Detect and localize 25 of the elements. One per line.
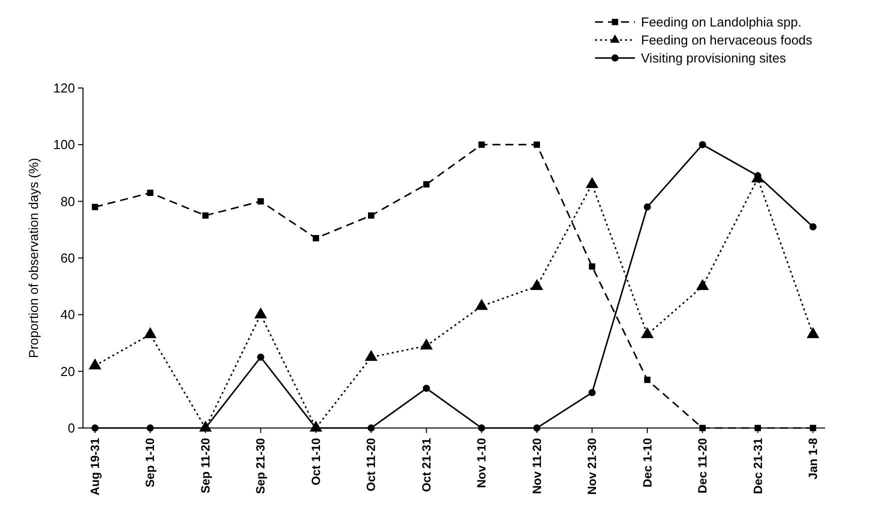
legend-label: Feeding on hervaceous foods	[641, 32, 813, 48]
legend-label: Visiting provisioning sites	[641, 50, 786, 66]
y-tick-label: 20	[60, 364, 75, 379]
x-tick-label: Dec 1-10	[640, 438, 654, 488]
y-tick-label: 100	[53, 137, 75, 152]
x-tick-label: Oct 11-20	[364, 438, 378, 492]
x-tick-label: Dec 11-20	[696, 438, 710, 494]
y-tick-label: 60	[60, 250, 75, 266]
x-tick-label: Sep 11-20	[198, 438, 212, 494]
x-tick-label: Jan 1-8	[806, 438, 820, 480]
y-tick-label: 120	[53, 80, 75, 96]
x-tick-label: Sep 21-30	[254, 438, 268, 494]
x-tick-label: Oct 1-10	[308, 438, 323, 486]
x-tick-label: Nov 21-30	[585, 438, 600, 495]
legend-label: Feeding on Landolphia spp.	[641, 14, 802, 30]
y-tick-label: 80	[60, 194, 75, 209]
x-tick-label: Nov 1-10	[474, 438, 489, 488]
x-tick-label: Oct 21-31	[419, 438, 434, 492]
x-tick-label: Dec 21-31	[750, 438, 765, 494]
x-tick-label: Nov 11-20	[530, 438, 544, 494]
y-axis-title: Proportion of observation days (%)	[26, 158, 41, 358]
x-tick-label: Sep 1-10	[143, 438, 158, 488]
y-tick-label: 0	[68, 420, 75, 436]
x-tick-label: Aug 19-31	[88, 438, 102, 496]
y-tick-label: 40	[60, 307, 75, 322]
